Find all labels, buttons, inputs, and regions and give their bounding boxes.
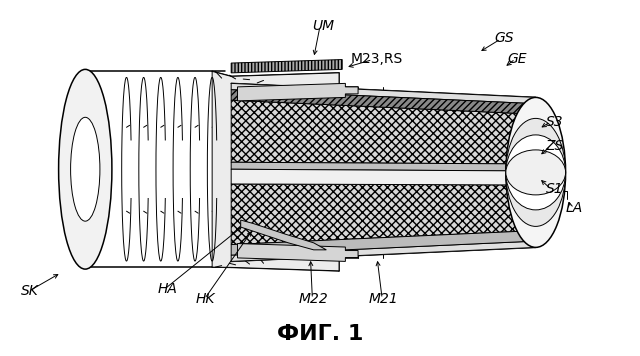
Ellipse shape (70, 117, 100, 221)
Ellipse shape (59, 69, 112, 269)
Text: ФИГ. 1: ФИГ. 1 (277, 324, 363, 344)
Polygon shape (231, 162, 536, 171)
Text: M23,RS: M23,RS (351, 52, 403, 66)
Polygon shape (231, 100, 536, 164)
Text: UM: UM (312, 19, 334, 32)
Polygon shape (241, 220, 326, 250)
Polygon shape (231, 184, 536, 245)
Polygon shape (237, 83, 358, 101)
Text: M22: M22 (299, 292, 328, 306)
Text: GS: GS (494, 31, 514, 45)
Ellipse shape (506, 135, 566, 210)
Text: S3: S3 (546, 115, 564, 129)
Text: LA: LA (565, 201, 582, 215)
Text: M21: M21 (369, 292, 398, 306)
Text: GE: GE (507, 52, 527, 66)
Text: ZS: ZS (546, 140, 564, 153)
Polygon shape (231, 83, 536, 261)
Text: HK: HK (196, 292, 216, 306)
Text: SK: SK (20, 284, 38, 298)
Polygon shape (231, 90, 536, 114)
Polygon shape (231, 83, 536, 104)
Text: HA: HA (158, 282, 178, 297)
Ellipse shape (506, 150, 566, 195)
Polygon shape (212, 71, 339, 271)
Polygon shape (231, 241, 536, 261)
Polygon shape (231, 169, 536, 185)
Ellipse shape (506, 119, 566, 226)
Polygon shape (231, 231, 536, 255)
Text: S1: S1 (546, 182, 564, 195)
Polygon shape (231, 59, 342, 73)
Polygon shape (237, 244, 358, 261)
Ellipse shape (506, 98, 566, 247)
